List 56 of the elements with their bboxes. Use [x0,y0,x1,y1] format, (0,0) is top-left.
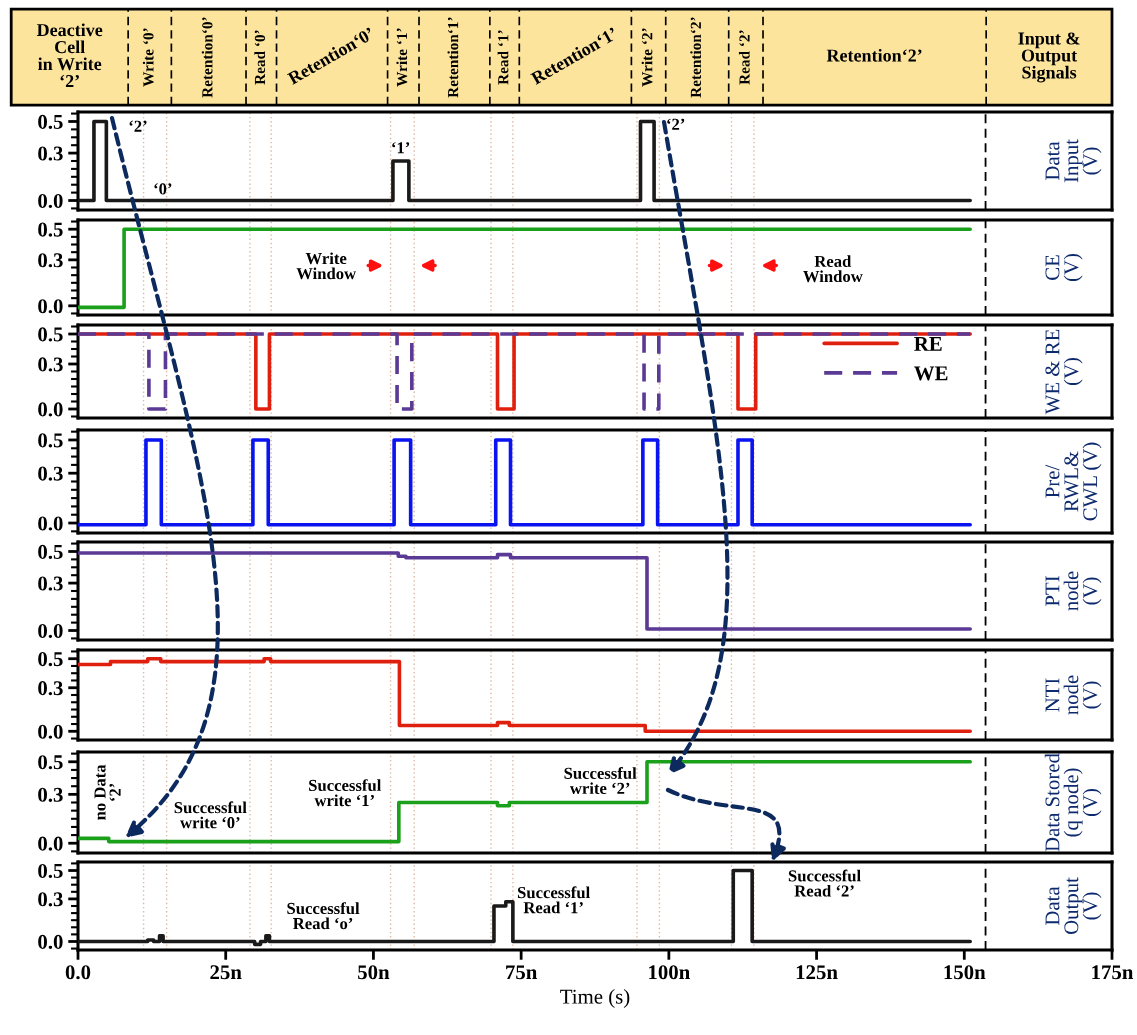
x-axis-title: Time (s) [560,989,630,1008]
x-tick-label: 0.0 [65,965,91,980]
annotation: Successful write ‘1’ [309,779,382,807]
y-tick-label: 0.5 [38,652,63,667]
y-axis-title: NTI node (V) [1045,675,1102,715]
y-tick-label: 0.3 [38,681,63,696]
y-tick-label: 0.0 [38,836,63,851]
annotation: no Data ‘2’ [94,764,121,820]
y-tick-label: 0.0 [38,934,63,950]
y-tick-label: 0.0 [38,724,63,739]
annotation: Successful Read ‘o’ [287,902,360,930]
y-tick-label: 0.0 [38,516,63,531]
x-tick-label: 175n [1092,965,1134,980]
annotation: ‘1’ [392,142,410,154]
y-tick-label: 0.0 [38,402,63,417]
y-tick-label: 0.3 [38,357,63,372]
y-tick-label: 0.5 [38,433,63,448]
y-axis-title: Data Input (V) [1045,139,1102,183]
y-axis-title: PTI node (V) [1045,571,1102,611]
y-axis-title: Data Output (V) [1045,877,1102,935]
y-tick-label: 0.5 [38,544,63,560]
y-axis-title: WE & RE (V) [1045,329,1083,415]
y-axis-title: Pre/ RWL& CWL (V) [1045,442,1102,521]
y-tick-label: 0.5 [38,114,63,130]
y-tick-label: 0.3 [38,787,63,802]
legend-label: WE [914,366,948,381]
annotation: Read Window [803,255,863,283]
annotation: Successful Read ‘2’ [788,869,861,897]
annotation: Write Window [296,252,357,280]
annotation: ‘0’ [154,183,172,195]
annotation: ‘2’ [129,120,147,132]
x-tick-label: 25n [210,965,242,980]
annotation: ‘2’ [667,118,685,130]
x-tick-label: 125n [796,965,838,980]
y-tick-label: 0.3 [38,466,63,481]
x-tick-label: 75n [506,965,538,980]
x-tick-label: 100n [649,965,690,980]
annotation: Successful Read ‘1’ [517,886,590,914]
annotation: Successful write ‘0’ [174,801,247,829]
x-tick-label: 150n [944,965,986,980]
y-tick-label: 0.5 [38,222,63,237]
y-tick-label: 0.0 [38,623,63,639]
y-tick-label: 0.3 [38,146,63,161]
x-tick-label: 50n [358,965,390,980]
y-tick-label: 0.3 [38,892,63,907]
y-tick-label: 0.3 [38,253,63,268]
y-axis-title: Data Stored (q node) (V) [1044,753,1102,852]
legend-label: RE [914,337,942,351]
y-tick-label: 0.3 [38,576,63,591]
y-axis-title: CE (V) [1045,253,1083,282]
y-tick-label: 0.5 [38,327,63,342]
y-tick-label: 0.5 [38,755,63,770]
y-tick-label: 0.0 [38,193,63,209]
y-tick-label: 0.5 [38,863,63,879]
annotation: Successful write ‘2’ [564,767,637,795]
y-tick-label: 0.0 [38,299,63,314]
